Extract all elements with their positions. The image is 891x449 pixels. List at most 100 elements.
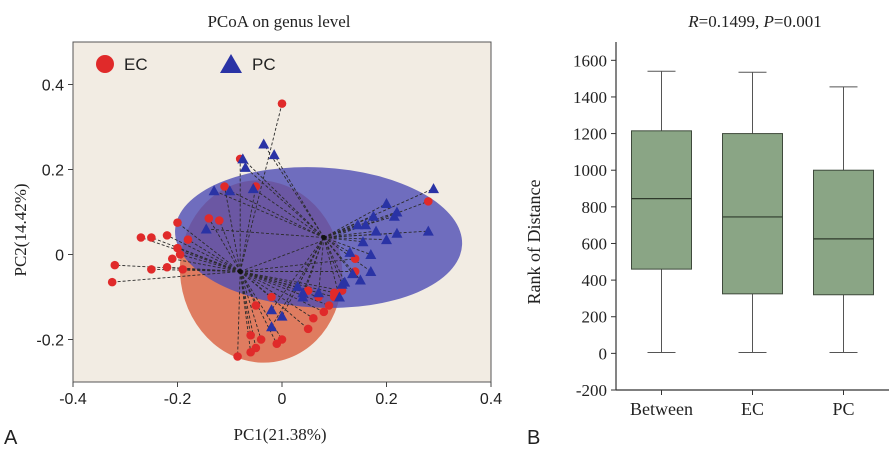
boxplot-x-tick-label: EC	[741, 399, 764, 419]
boxplot-y-tick-label: 800	[582, 198, 608, 217]
pcoa-axes: -0.4 -0.2 0 0.2 0.4 -0.2 0 0.2 0.4	[36, 78, 502, 409]
point-pc	[333, 291, 345, 302]
boxplot-y-tick-label: 1000	[573, 161, 607, 180]
point-pc	[276, 310, 288, 321]
pcoa-x-axis-label: PC1(21.38%)	[233, 425, 326, 444]
spider-line-ec	[208, 218, 241, 272]
spider-line-pc	[323, 237, 351, 253]
spider-line-ec	[140, 237, 241, 272]
spider-line-ec	[239, 103, 283, 272]
point-ec	[277, 335, 287, 344]
point-ec	[303, 324, 313, 334]
point-ec	[147, 233, 156, 242]
point-pc	[297, 291, 309, 302]
boxplot-title: R=0.1499, P=0.001	[687, 12, 821, 31]
point-ec	[204, 214, 214, 223]
point-pc	[266, 321, 278, 332]
point-pc	[258, 138, 270, 149]
point-ec	[329, 288, 339, 298]
spider-line-ec	[240, 271, 324, 313]
point-ec	[424, 197, 433, 206]
point-pc	[292, 280, 304, 291]
point-pc	[370, 225, 382, 236]
boxplot-title-r: R	[687, 12, 699, 31]
centroid-pc	[321, 235, 327, 240]
x-tick-label: 0	[278, 391, 287, 408]
centroid-ec	[237, 269, 243, 274]
point-pc	[360, 219, 372, 230]
point-pc	[344, 246, 356, 257]
legend-ec-label: EC	[124, 55, 148, 74]
y-tick-label: 0.2	[42, 163, 64, 180]
legend-ec-marker	[96, 55, 114, 73]
spider-line-pc	[323, 215, 374, 238]
point-pc	[247, 183, 259, 194]
point-ec	[178, 265, 188, 274]
spider-line-pc	[229, 190, 325, 238]
boxplot-title-r-value: =0.1499,	[699, 12, 764, 31]
spider-line-ec	[240, 271, 319, 298]
x-tick-label: -0.4	[59, 391, 87, 408]
point-pc	[224, 185, 236, 196]
point-pc	[354, 274, 366, 285]
spider-line-pc	[318, 237, 325, 293]
boxplot-y-tick-label: -200	[576, 381, 607, 400]
point-pc	[365, 266, 377, 276]
point-ec	[246, 330, 255, 340]
spider-line-ec	[237, 271, 241, 357]
box-iqr	[813, 169, 874, 296]
spider-line-ec	[112, 271, 241, 283]
spider-line-pc	[323, 237, 346, 283]
point-pc	[352, 219, 364, 230]
boxplot-y-tick-label: 1200	[573, 125, 607, 144]
point-pc	[357, 236, 369, 247]
spider-line-ec	[177, 222, 241, 272]
y-tick-label: 0	[55, 248, 64, 265]
spider-line-ec	[224, 186, 241, 272]
point-pc	[339, 276, 351, 287]
point-pc	[239, 161, 251, 172]
point-ec	[309, 313, 318, 323]
spider-line-pc	[263, 143, 325, 238]
spider-line-ec	[239, 271, 257, 306]
point-ec	[215, 216, 224, 225]
spider-line-pc	[242, 158, 325, 238]
spider-line-ec	[177, 247, 241, 272]
point-ec	[303, 286, 313, 295]
spider-line-pc	[323, 237, 371, 255]
spider-line-ec	[179, 254, 241, 272]
boxplot-x-tick-label: PC	[832, 399, 854, 419]
point-ec	[220, 182, 229, 191]
spider-line-ec	[240, 271, 343, 292]
point-pc	[391, 206, 403, 217]
pcoa-panel: PCoA on genus level -0.4 -0.2 0 0.2 0.4 -0.2 0…	[4, 12, 502, 449]
box-ec: EC	[722, 71, 783, 419]
point-ec	[167, 254, 177, 264]
pcoa-title: PCoA on genus level	[207, 12, 350, 31]
boxplot-y-tick-label: 400	[582, 271, 608, 290]
spider-line-pc	[323, 203, 387, 238]
point-ec	[175, 250, 185, 259]
spider-line-ec	[187, 239, 241, 272]
legend-pc-label: PC	[252, 55, 276, 74]
point-ec	[107, 277, 117, 287]
spider-line-pc	[323, 211, 398, 238]
x-tick-label: 0.2	[375, 391, 397, 408]
x-tick-label: -0.2	[164, 391, 192, 408]
point-pc	[268, 149, 280, 160]
spider-line-ec	[240, 271, 309, 292]
boxplot-boxes: Between EC PC	[630, 70, 874, 419]
boxplot-y-tick-label: 200	[582, 308, 608, 327]
spider-line-ec	[218, 220, 241, 272]
box-pc: PC	[813, 86, 874, 419]
spider-line-pc	[323, 237, 343, 285]
spider-line-ec	[239, 186, 257, 272]
spider-line-pc	[323, 230, 377, 238]
point-ec	[183, 235, 193, 244]
boxplot-y-tick-label: 600	[582, 234, 608, 253]
point-ec	[251, 301, 261, 310]
point-pc	[381, 234, 392, 245]
point-pc	[428, 183, 440, 194]
box-iqr	[631, 130, 692, 270]
